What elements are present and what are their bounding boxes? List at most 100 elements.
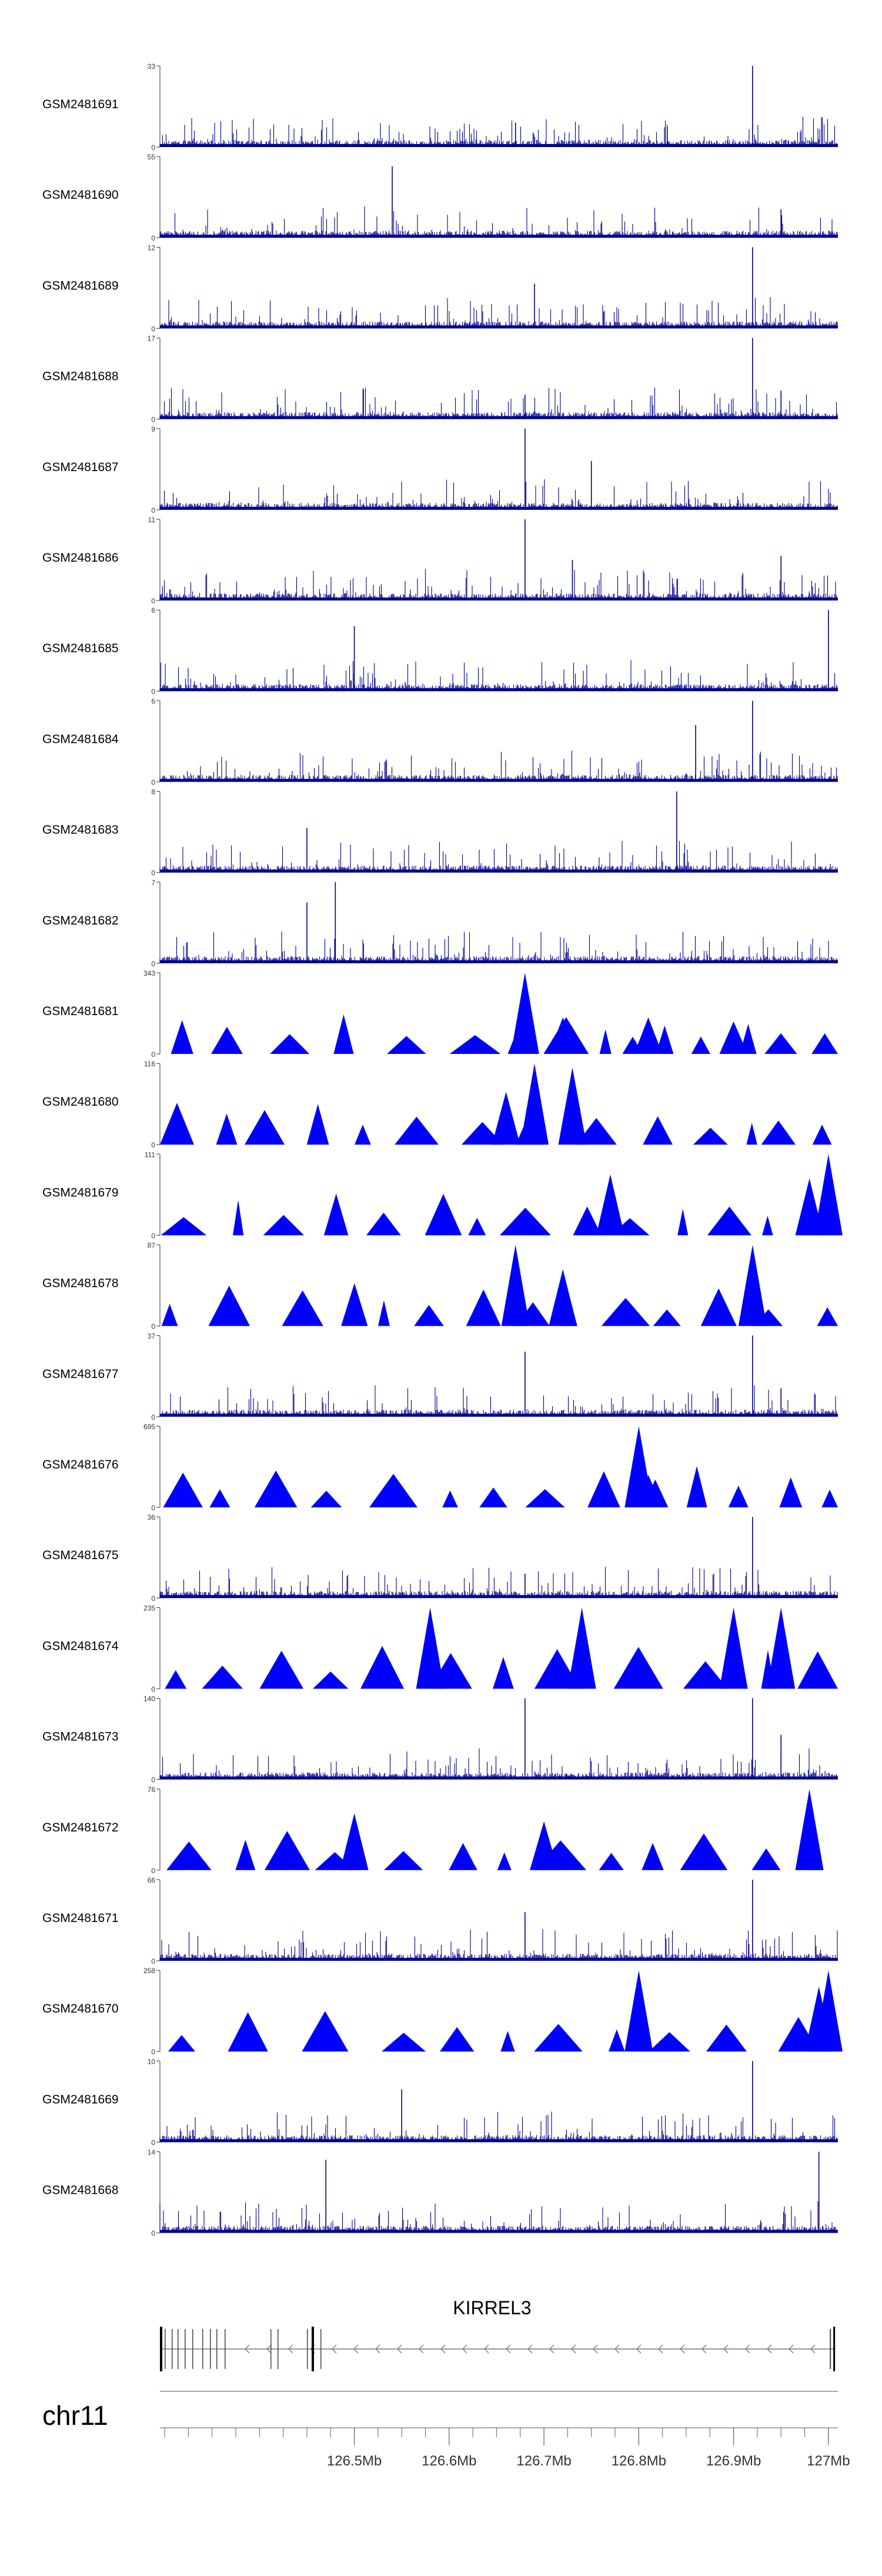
track-GSM2481682: GSM2481682 7 0 (42, 879, 838, 968)
coverage-peak (814, 1154, 843, 1236)
y-zero-label: 0 (151, 2138, 155, 2147)
coverage-triangle (369, 1474, 417, 1507)
coverage-triangle (693, 1127, 728, 1145)
coverage-triangle (360, 1646, 405, 1689)
signal-bars (159, 931, 838, 963)
axis-tick-label: 126.5Mb (327, 2453, 382, 2469)
y-max-label: 6 (151, 697, 155, 705)
signal-bars (159, 750, 838, 782)
coverage-peak (624, 1970, 653, 2052)
coverage-peak (795, 1788, 824, 1870)
coverage-triangle (643, 1116, 673, 1145)
y-max-label: 8 (151, 788, 155, 796)
signal-bars (159, 297, 838, 329)
coverage-peak (795, 1178, 824, 1236)
y-zero-label: 0 (151, 144, 155, 152)
y-zero-label: 0 (151, 1232, 155, 1240)
coverage-triangle (479, 1487, 507, 1507)
coverage-triangle (270, 1034, 310, 1054)
coverage-triangle (762, 1216, 773, 1236)
track-label: GSM2481672 (42, 1821, 119, 1834)
coverage-peak (767, 1607, 796, 1689)
coverage-triangle (341, 1283, 368, 1326)
signal-baseline-band (160, 1413, 838, 1417)
chromosome-label: chr11 (42, 2400, 108, 2431)
y-zero-label: 0 (151, 960, 155, 968)
track-label: GSM2481682 (42, 914, 119, 927)
track-label: GSM2481671 (42, 1911, 119, 1925)
gene-exon (830, 2329, 831, 2369)
gene-exon (202, 2329, 203, 2369)
coverage-triangle (171, 1020, 193, 1054)
y-zero-label: 0 (151, 1141, 155, 1149)
gene-exon (833, 2327, 836, 2371)
coverage-peak (510, 973, 539, 1054)
signal-bars (159, 660, 838, 692)
gene-exon (178, 2329, 179, 2369)
signal-baseline-band (160, 779, 838, 782)
coverage-triangle (254, 1470, 298, 1507)
gene-exon (312, 2327, 314, 2371)
y-zero-label: 0 (151, 597, 155, 605)
y-zero-label: 0 (151, 1413, 155, 1422)
track-GSM2481680: GSM2481680 116 0 (42, 1060, 832, 1149)
y-max-label: 343 (143, 969, 155, 977)
track-GSM2481691: GSM2481691 33 0 (42, 62, 838, 152)
y-zero-label: 0 (151, 2048, 155, 2056)
track-GSM2481684: GSM2481684 6 0 (42, 697, 838, 786)
coverage-triangle (209, 1489, 230, 1507)
track-GSM2481668: GSM2481668 14 0 (42, 2148, 838, 2238)
signal-peaks (165, 1607, 838, 1689)
coverage-triangle (534, 2024, 583, 2052)
track-label: GSM2481688 (42, 370, 119, 383)
signal-peaks (163, 1426, 838, 1507)
track-GSM2481681: GSM2481681 343 0 (42, 969, 838, 1059)
y-max-label: 11 (148, 516, 156, 524)
strand-arrow (375, 2344, 380, 2354)
coverage-peak (558, 1067, 587, 1145)
signal-bars (159, 116, 838, 147)
coverage-triangle (751, 1848, 781, 1870)
y-zero-label: 0 (151, 1867, 155, 1875)
signal-baseline-band (160, 416, 838, 419)
signal-peaks (524, 519, 782, 600)
y-max-label: 116 (144, 1060, 155, 1068)
coverage-triangle (686, 1466, 707, 1507)
strand-arrow (245, 2344, 250, 2354)
coverage-peak (567, 1607, 596, 1689)
coverage-triangle (165, 1670, 187, 1689)
coverage-triangle (384, 1851, 423, 1870)
coverage-triangle (576, 1117, 617, 1145)
track-label: GSM2481691 (42, 98, 119, 111)
coverage-triangle (382, 2033, 426, 2052)
signal-bars (159, 840, 838, 873)
coverage-peak (340, 1813, 369, 1870)
gene-exon (216, 2329, 218, 2369)
signal-baseline-band (160, 2230, 838, 2233)
coverage-triangle (656, 1025, 674, 1054)
coverage-triangle (313, 1671, 349, 1689)
coverage-triangle (228, 2012, 268, 2052)
coverage-triangle (779, 1477, 803, 1507)
strand-arrow (332, 2344, 337, 2354)
track-label: GSM2481689 (42, 279, 119, 292)
signal-peaks (514, 66, 753, 147)
y-max-label: 9 (151, 425, 155, 433)
coverage-triangle (609, 2029, 625, 2052)
track-label: GSM2481673 (42, 1730, 119, 1744)
y-max-label: 17 (148, 335, 156, 343)
coverage-triangle (395, 1116, 439, 1145)
y-zero-label: 0 (151, 2230, 155, 2238)
strand-arrow (680, 2344, 685, 2354)
coverage-triangle (601, 1297, 650, 1326)
signal-baseline-band (160, 598, 838, 600)
coverage-triangle (493, 1657, 514, 1689)
gene-exon (307, 2329, 308, 2369)
coverage-triangle (355, 1125, 371, 1145)
signal-bars (159, 388, 838, 419)
y-max-label: 10 (148, 2057, 156, 2066)
coverage-triangle (163, 1473, 203, 1507)
coverage-triangle (797, 1651, 838, 1689)
coverage-triangle (449, 1035, 501, 1054)
